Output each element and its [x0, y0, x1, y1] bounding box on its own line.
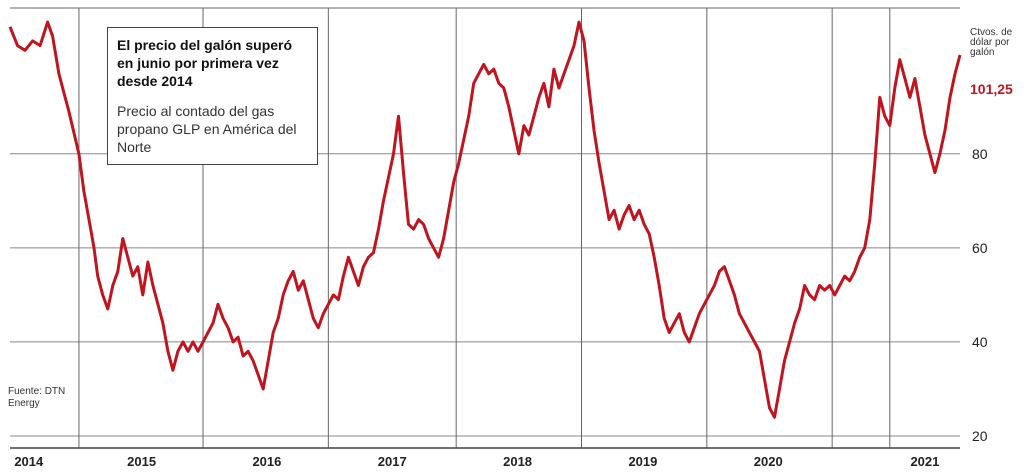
y-tick-label: 40: [972, 334, 988, 350]
x-tick-label: 2017: [378, 454, 407, 469]
x-tick-labels: 2014 2015 2016 2017 2018 2019 2020 2021: [14, 454, 939, 469]
y-axis-unit-label: Ctvos. de dólar por galón: [970, 27, 1013, 58]
chart-title: El precio del galón superó en junio por …: [117, 37, 293, 89]
x-tick-label: 2015: [127, 454, 156, 469]
x-tick-label: 2018: [503, 454, 532, 469]
x-tick-label: 2019: [628, 454, 657, 469]
x-tick-label: 2014: [14, 454, 44, 469]
x-tick-label: 2021: [910, 454, 939, 469]
x-tick-label: 2016: [252, 454, 281, 469]
series-line: [8, 20, 962, 419]
last-value-label: 101,25: [970, 81, 1013, 97]
chart-subtitle: Precio al contado del gas propano GLP en…: [117, 103, 297, 155]
x-tick-label: 2020: [754, 454, 783, 469]
y-tick-label: 60: [972, 240, 988, 256]
source-note: Fuente: DTN Energy: [8, 386, 66, 409]
series-layer: [8, 20, 962, 419]
y-tick-labels: 20 40 60 80: [972, 146, 988, 444]
y-tick-label: 80: [972, 146, 988, 162]
y-tick-label: 20: [972, 428, 988, 444]
title-box: El precio del galón superó en junio por …: [107, 27, 318, 165]
